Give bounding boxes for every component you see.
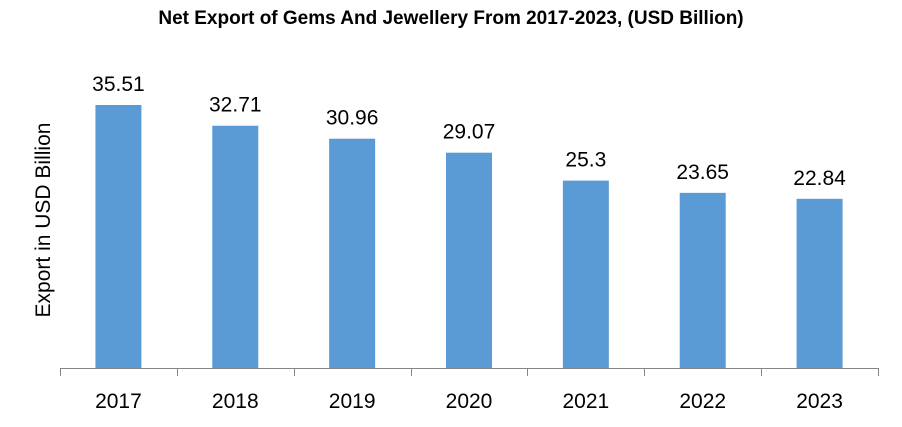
bar-2022: [679, 192, 726, 368]
x-tick-label-2020: 2020: [446, 390, 493, 413]
data-label-2017: 35.51: [92, 73, 145, 96]
bar-2017: [95, 105, 142, 368]
data-label-2020: 29.07: [443, 121, 496, 144]
bar-2018: [212, 125, 259, 368]
data-label-2021: 25.3: [565, 149, 606, 172]
x-tick-label-2022: 2022: [679, 390, 726, 413]
data-label-2019: 30.96: [326, 107, 379, 130]
x-tick-label-2021: 2021: [562, 390, 609, 413]
data-label-2022: 23.65: [676, 161, 729, 184]
bar-2020: [446, 152, 492, 368]
chart-title: Net Export of Gems And Jewellery From 20…: [158, 8, 744, 29]
data-label-2018: 32.71: [209, 94, 262, 117]
bar-2021: [562, 180, 609, 368]
x-tick-label-2018: 2018: [212, 390, 259, 413]
y-axis-label: Export in USD Billion: [32, 123, 55, 318]
x-tick-label-2019: 2019: [329, 390, 376, 413]
bars-layer: [95, 105, 843, 368]
bar-2023: [796, 198, 843, 368]
x-tick-label-2017: 2017: [95, 390, 142, 413]
x-tick-label-2023: 2023: [796, 390, 843, 413]
bar-2019: [329, 138, 376, 368]
data-label-2023: 22.84: [793, 167, 846, 190]
x-axis: 2017 2018 2019 2020 2021 2022 2023: [60, 368, 879, 413]
data-labels-layer: 35.51 32.71 30.96 29.07 25.3 23.65 22.84: [92, 73, 846, 190]
